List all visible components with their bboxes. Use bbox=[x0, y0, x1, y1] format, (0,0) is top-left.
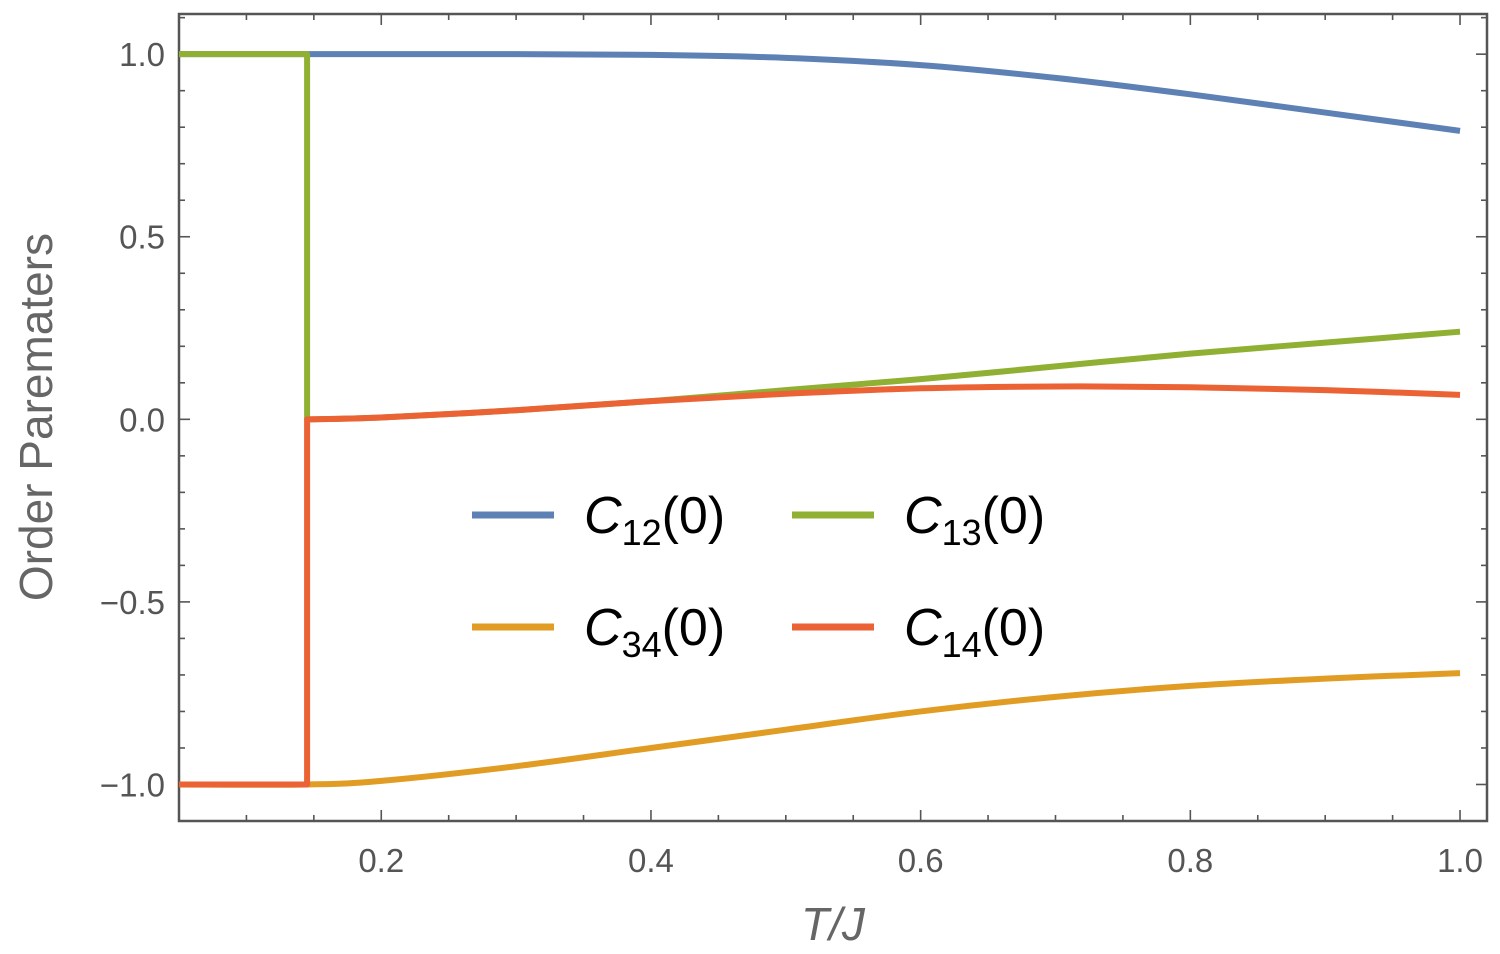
series-line-12 bbox=[179, 51, 1461, 134]
legend-label: C14(0) bbox=[904, 599, 1045, 665]
y-tick-label: 0.5 bbox=[119, 219, 165, 256]
y-tick-label: −0.5 bbox=[100, 584, 165, 621]
x-tick-label: 0.4 bbox=[628, 842, 674, 879]
series-lines bbox=[178, 51, 1461, 788]
legend-item-13: C13(0) bbox=[792, 487, 1045, 553]
x-tick-label: 0.2 bbox=[358, 842, 404, 879]
series-line-14 bbox=[179, 383, 1461, 788]
legend-label: C12(0) bbox=[584, 487, 725, 553]
y-axis-label: Order Parematers bbox=[10, 233, 62, 601]
y-tick-label: 1.0 bbox=[119, 36, 165, 73]
y-tick-label: 0.0 bbox=[119, 401, 165, 438]
legend-label: C13(0) bbox=[904, 487, 1045, 553]
legend: C12(0) C34(0) C13(0) C14(0) bbox=[472, 487, 1045, 665]
series-line-13 bbox=[179, 51, 1461, 423]
y-tick-label: −1.0 bbox=[100, 766, 165, 803]
legend-label: C34(0) bbox=[584, 599, 725, 665]
axis-ticks bbox=[178, 14, 1487, 821]
x-tick-label: 0.6 bbox=[898, 842, 944, 879]
legend-item-12: C12(0) bbox=[472, 487, 725, 553]
x-axis-label: T/J bbox=[801, 898, 866, 950]
series-line-34 bbox=[178, 670, 1461, 788]
legend-item-14: C14(0) bbox=[792, 599, 1045, 665]
axis-tick-labels: 0.2 0.4 0.6 0.8 1.0 −1.0 −0.5 0.0 0.5 1.0 bbox=[100, 36, 1483, 879]
x-tick-label: 0.8 bbox=[1167, 842, 1213, 879]
legend-item-34: C34(0) bbox=[472, 599, 725, 665]
plot-frame bbox=[177, 12, 1489, 823]
x-tick-label: 1.0 bbox=[1437, 842, 1483, 879]
